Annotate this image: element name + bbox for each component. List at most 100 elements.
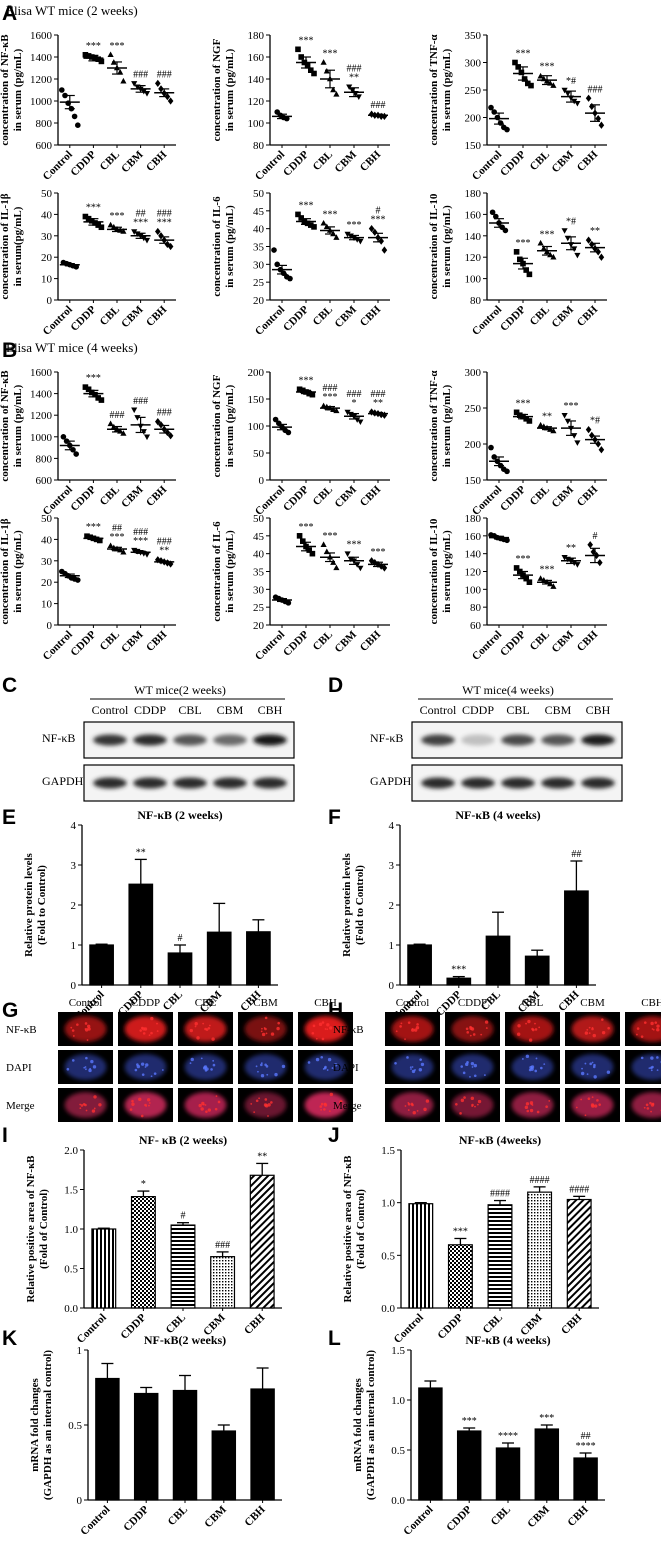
if-speck <box>643 1106 646 1109</box>
y-tick-label: 50 <box>253 513 265 525</box>
data-point <box>525 80 531 87</box>
significance-label: *** <box>133 218 148 229</box>
data-point <box>381 246 388 254</box>
y-tick-label: 160 <box>248 52 265 64</box>
data-point <box>537 72 544 79</box>
y-tick-label: 50 <box>253 448 265 460</box>
data-point <box>320 541 327 547</box>
significance-label: *** <box>110 41 125 52</box>
data-point <box>306 547 312 553</box>
if-row-label: Merge <box>333 1100 362 1112</box>
data-point <box>309 550 316 557</box>
chart-title: Elisa WT mice (2 weeks) <box>6 3 138 18</box>
x-category-label: Control <box>401 1504 435 1538</box>
data-point <box>504 126 510 133</box>
if-speck <box>200 1107 204 1111</box>
data-point <box>285 429 292 436</box>
data-point <box>344 231 351 238</box>
if-speck <box>255 1065 258 1068</box>
x-category-label: CBL <box>311 304 335 328</box>
bar <box>167 952 193 986</box>
if-speck <box>319 1105 323 1108</box>
y-tick-label: 1400 <box>30 52 53 64</box>
if-speck <box>525 1102 530 1106</box>
data-point <box>274 261 281 268</box>
if-speck <box>455 1103 458 1106</box>
data-point <box>540 245 547 251</box>
x-category-label: CDDP <box>281 628 311 658</box>
if-speck <box>204 1069 208 1072</box>
if-speck <box>261 1032 266 1037</box>
if-speck <box>204 1104 207 1106</box>
if-speck <box>320 1055 324 1059</box>
if-speck <box>253 1111 256 1114</box>
data-point <box>75 122 81 128</box>
significance-label: ## <box>136 209 146 220</box>
if-row-label: Merge <box>6 1100 35 1112</box>
significance-label: *** <box>299 200 314 211</box>
if-speck <box>189 1028 194 1033</box>
if-row-label: NF-κB <box>333 1024 364 1036</box>
data-point <box>598 253 605 261</box>
bar <box>456 1430 482 1501</box>
if-speck <box>322 1068 325 1070</box>
y-tick-label: 160 <box>465 209 482 221</box>
chart-title: NF- κB (2 weeks) <box>139 1133 227 1147</box>
data-point <box>89 218 95 224</box>
y-axis-label: concentration of TNF-α <box>428 34 440 146</box>
if-speck <box>584 1114 587 1117</box>
data-point <box>60 434 67 440</box>
significance-label: ** <box>257 1151 267 1162</box>
x-category-label: CBM <box>332 148 359 175</box>
if-speck <box>525 1022 527 1025</box>
if-speck <box>593 1075 597 1079</box>
bar <box>246 931 271 986</box>
x-category-label: CBL <box>161 989 185 1013</box>
y-tick-label: 4 <box>71 820 77 832</box>
if-speck <box>406 1056 409 1059</box>
y-tick-label: 0 <box>71 980 77 992</box>
blot-band <box>421 734 455 746</box>
data-point <box>550 427 557 434</box>
blot-band <box>173 777 207 789</box>
x-category-label: CBL <box>311 484 335 508</box>
x-category-label: CBL <box>311 629 335 653</box>
x-category-label: Control <box>41 149 75 183</box>
chart-title: NF-κB (4weeks) <box>459 1133 541 1147</box>
if-speck <box>545 1105 548 1108</box>
if-speck <box>651 1028 654 1030</box>
y-axis-label: in serum (pg/mL) <box>441 48 453 131</box>
if-speck <box>477 1099 482 1104</box>
blot-band <box>581 734 615 746</box>
bar <box>89 944 114 986</box>
data-point <box>287 275 293 282</box>
y-axis-label: concentration of IL-10 <box>428 518 440 624</box>
significance-label: *** <box>371 215 386 226</box>
y-axis-label: in serum (pg/mL) <box>441 205 453 288</box>
x-category-label: CBM <box>549 148 576 175</box>
panel-letter-e: E <box>2 806 16 829</box>
significance-label: *** <box>516 398 531 409</box>
data-point <box>589 240 595 248</box>
y-tick-label: 45 <box>253 531 265 543</box>
data-point <box>320 219 327 226</box>
y-tick-label: 100 <box>248 118 265 130</box>
if-speck <box>606 1070 611 1074</box>
significance-label: ### <box>110 410 125 421</box>
data-point <box>107 221 114 228</box>
y-tick-label: 0 <box>47 620 53 632</box>
if-column-label: CBL <box>522 997 544 1009</box>
data-point <box>523 267 529 273</box>
if-speck <box>261 1027 263 1030</box>
y-tick-label: 0.5 <box>64 1264 78 1276</box>
y-tick-label: 200 <box>248 367 265 379</box>
y-axis-label: concentration of IL-6 <box>211 196 223 297</box>
significance-label: *** <box>299 35 314 46</box>
if-speck <box>485 1027 488 1029</box>
significance-label: *** <box>451 965 466 976</box>
if-speck <box>521 1058 524 1060</box>
if-speck <box>72 1035 75 1037</box>
y-axis-label: in serum (pg/mL) <box>12 48 24 131</box>
if-speck <box>466 1031 470 1034</box>
